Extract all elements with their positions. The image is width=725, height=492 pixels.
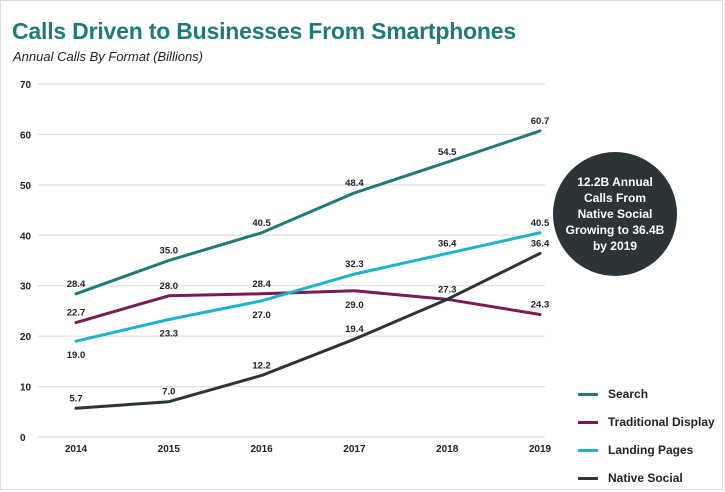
x-tick-label: 2017 [343,444,366,455]
data-label: 36.4 [531,238,550,249]
x-tick-label: 2019 [529,444,552,455]
callout-bubble: 12.2B Annual Calls From Native Social Gr… [553,152,677,276]
data-label: 5.7 [69,393,82,404]
legend-label: Native Social [608,471,683,485]
callout-text: 12.2B Annual Calls From Native Social Gr… [565,175,665,253]
data-label: 27.3 [438,284,457,295]
legend-swatch [578,476,598,480]
legend-swatch [578,392,598,396]
y-tick-label: 50 [20,181,32,192]
data-label: 12.2 [252,360,271,371]
chart-title: Calls Driven to Businesses From Smartpho… [12,18,516,44]
legend-label: Traditional Display [608,415,715,429]
data-label: 23.3 [160,329,179,340]
series-line [74,289,542,325]
series-line [74,251,542,410]
y-tick-label: 30 [20,282,32,293]
x-tick-label: 2018 [436,444,459,455]
y-tick-label: 60 [20,130,32,141]
data-label: 22.7 [67,308,86,319]
data-label: 32.3 [345,259,364,270]
data-label: 7.0 [162,387,175,398]
data-label: 40.5 [252,218,271,229]
series-line [74,129,542,296]
y-tick-label: 0 [20,433,26,444]
data-label: 54.5 [438,147,457,158]
x-tick-label: 2016 [250,444,273,455]
data-label: 27.0 [252,310,271,321]
y-tick-label: 70 [20,80,32,91]
data-label: 28.4 [252,279,271,290]
x-tick-label: 2015 [158,444,181,455]
x-tick-label: 2014 [65,444,88,455]
data-label: 36.4 [438,238,457,249]
chart-subtitle: Annual Calls By Format (Billions) [13,49,204,64]
data-label: 28.0 [160,281,179,292]
data-label: 60.7 [531,116,550,127]
legend-item: Traditional Display [578,408,715,436]
legend-label: Landing Pages [608,443,694,457]
legend-item: Landing Pages [578,436,715,464]
legend-label: Search [608,387,649,401]
chart-legend: Search Traditional Display Landing Pages Na… [578,380,715,492]
data-label: 24.3 [531,299,550,310]
data-label: 35.0 [160,246,179,257]
legend-swatch [578,420,598,424]
legend-item: Native Social [578,464,715,492]
y-tick-label: 10 [20,383,32,394]
data-label: 19.4 [345,324,364,335]
y-tick-label: 40 [20,231,32,242]
data-label: 48.4 [345,178,364,189]
legend-swatch [578,448,598,452]
data-label: 29.0 [345,300,364,311]
series-line [74,231,542,343]
data-label: 19.0 [67,350,86,361]
data-label: 40.5 [531,218,550,229]
legend-item: Search [578,380,715,408]
y-tick-label: 20 [20,332,32,343]
data-label: 28.4 [67,279,86,290]
